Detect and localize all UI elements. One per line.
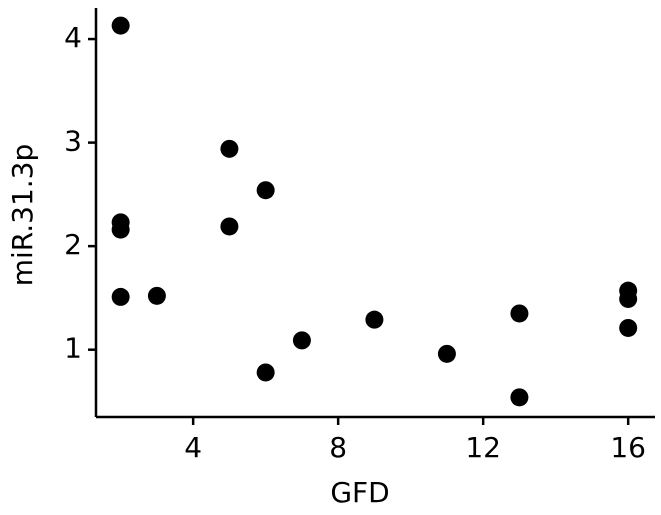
y-tick-label: 4 (64, 21, 82, 54)
y-axis-label: miR.31.3p (6, 144, 39, 287)
x-axis-label: GFD (330, 476, 389, 509)
point (292, 331, 311, 350)
point (111, 287, 130, 306)
point (510, 304, 529, 323)
point (619, 318, 638, 337)
point (220, 217, 239, 236)
x-tick-label: 12 (465, 431, 501, 464)
point (256, 363, 275, 382)
y-tick-label: 2 (64, 228, 82, 261)
point (365, 310, 384, 329)
point (619, 289, 638, 308)
y-tick-label: 1 (64, 332, 82, 365)
point (256, 181, 275, 200)
x-tick-label: 8 (329, 431, 347, 464)
point (220, 139, 239, 158)
point (437, 344, 456, 363)
point (111, 220, 130, 239)
y-tick-label: 3 (64, 125, 82, 158)
x-tick-label: 16 (610, 431, 646, 464)
point (111, 16, 130, 35)
point (147, 286, 166, 305)
x-tick-label: 4 (184, 431, 202, 464)
point (510, 388, 529, 407)
